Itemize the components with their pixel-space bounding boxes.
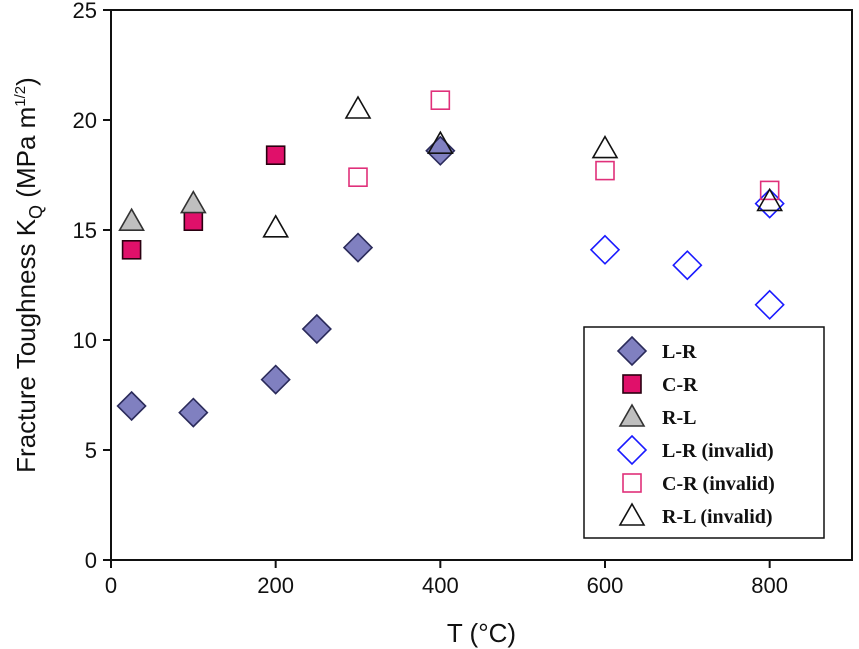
x-axis-label: T (°C) [447,618,516,648]
point-triangle-open [426,130,454,154]
y-tick-label: 20 [73,108,97,133]
point-diamond-filled [342,232,374,263]
point-triangle-open [756,187,784,212]
point-triangle-open [591,134,619,159]
point-square-open [348,167,368,187]
y-axis-label-superscript: 1/2 [12,86,29,107]
y-tick-label: 10 [73,328,97,353]
y-tick-label: 5 [85,438,97,463]
legend-swatch [618,403,646,427]
y-axis-label-unit-close: ) [11,77,41,86]
x-tick-label: 800 [751,573,788,598]
y-tick-label: 15 [73,218,97,243]
point-square-filled [265,145,286,165]
point-diamond-filled [260,364,291,395]
point-square-open [430,90,451,110]
y-axis-label: Fracture Toughness KQ (MPa m1/2) [11,77,46,473]
point-square-open [595,160,615,181]
point-diamond-open [589,234,621,265]
legend-label: C-R (invalid) [662,473,775,495]
x-tick-label: 0 [105,573,117,598]
legend-box [583,326,825,539]
data-points [116,90,785,428]
y-tick-label: 0 [85,548,97,573]
point-triangle-open [344,95,372,119]
point-square-open [759,180,780,201]
y-tick-label: 25 [73,0,97,23]
legend-swatch [622,473,642,493]
legend-swatch [616,335,648,367]
point-square-filled [121,240,142,260]
x-tick-label: 400 [422,573,459,598]
legend-swatch [616,434,648,466]
point-diamond-filled [301,313,332,345]
legend-label: C-R [662,374,698,396]
point-triangle-filled [179,189,207,214]
legend-label: L-R [662,341,697,363]
y-axis-label-subscript: Q [26,205,46,219]
legend-label: R-L (invalid) [662,506,773,528]
point-square-filled [183,211,204,231]
point-triangle-filled [118,207,145,231]
legend-swatch [622,374,642,394]
legend-label: R-L [662,407,696,429]
point-diamond-open [672,250,703,281]
x-tick-label: 200 [257,573,294,598]
legend-label: L-R (invalid) [662,440,774,462]
y-axis-label-unit: (MPa m [11,107,41,205]
plot-frame [110,9,853,561]
legend: L-R C-R R-L L-R (invalid) C-R (invalid) R-L (… [583,326,825,539]
point-diamond-filled [178,397,209,428]
x-tick-label: 600 [587,573,624,598]
point-triangle-open [262,214,290,238]
point-diamond-open [754,289,785,320]
point-diamond-filled [116,390,147,422]
legend-swatch [618,502,646,526]
axes: 0 200 400 600 800 0 5 10 15 20 25 [73,0,853,598]
y-axis-label-main: Fracture Toughness K [11,218,41,473]
